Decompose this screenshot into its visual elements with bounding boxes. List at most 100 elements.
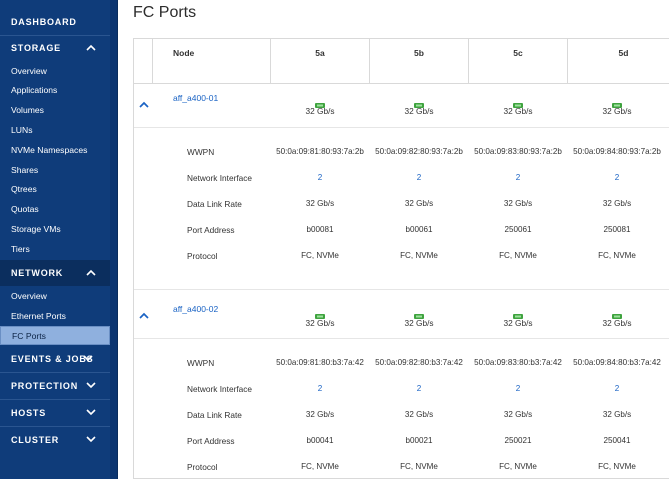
port-address-value: b00061	[405, 225, 433, 234]
wwpn-value: 50:0a:09:83:80:b3:7a:42	[474, 358, 562, 367]
collapse-row-icon[interactable]	[139, 306, 149, 319]
wwpn-value: 50:0a:09:81:80:93:7a:2b	[276, 147, 364, 156]
column-header-5b[interactable]: 5b	[370, 39, 469, 84]
port-speed: 32 Gb/s	[305, 318, 335, 328]
port-address-value: 250061	[504, 225, 532, 234]
network-interface-link[interactable]: 2	[614, 173, 620, 182]
wwpn-value: 50:0a:09:83:80:93:7a:2b	[474, 147, 562, 156]
port-status-icon	[611, 307, 623, 319]
nav-storage-applications[interactable]: Applications	[11, 85, 58, 95]
protocol-value: FC, NVMe	[598, 462, 636, 471]
protocol-value: FC, NVMe	[400, 462, 438, 471]
protocol-value: FC, NVMe	[499, 251, 537, 260]
chevron-down-icon	[86, 427, 96, 453]
column-header-node[interactable]: Node	[153, 39, 271, 84]
nav-section-hosts[interactable]: HOSTS	[0, 400, 110, 426]
network-interface-link[interactable]: 2	[515, 173, 521, 182]
nav-network-ethernet-ports[interactable]: Ethernet Ports	[11, 311, 66, 321]
column-header-5a[interactable]: 5a	[271, 39, 370, 84]
nav-storage-overview[interactable]: Overview	[11, 66, 47, 76]
protocol-value: FC, NVMe	[400, 251, 438, 260]
wwpn-value: 50:0a:09:81:80:b3:7a:42	[276, 358, 364, 367]
sidebar: DASHBOARD STORAGE Overview Applications …	[0, 0, 118, 479]
divider	[0, 35, 110, 36]
network-interface-link[interactable]: 2	[416, 384, 422, 393]
data-link-rate-value: 32 Gb/s	[305, 199, 335, 208]
data-link-rate-value: 32 Gb/s	[404, 199, 434, 208]
nav-storage-nvme-namespaces[interactable]: NVMe Namespaces	[11, 145, 88, 155]
data-link-rate-value: 32 Gb/s	[602, 410, 632, 419]
protocol-value: FC, NVMe	[301, 251, 339, 260]
chevron-up-icon	[86, 35, 96, 61]
nav-storage-storage-vms[interactable]: Storage VMs	[11, 224, 61, 234]
port-speed: 32 Gb/s	[305, 106, 335, 116]
detail-label-protocol: Protocol	[187, 462, 218, 472]
column-header-5d[interactable]: 5d	[618, 48, 629, 58]
protocol-value: FC, NVMe	[301, 462, 339, 471]
page-title: FC Ports	[133, 4, 197, 21]
network-interface-link[interactable]: 2	[317, 173, 323, 182]
wwpn-value: 50:0a:09:84:80:b3:7a:42	[573, 358, 661, 367]
nav-storage-volumes[interactable]: Volumes	[11, 105, 44, 115]
port-address-value: b00081	[306, 225, 334, 234]
data-link-rate-value: 32 Gb/s	[503, 410, 533, 419]
data-link-rate-value: 32 Gb/s	[602, 199, 632, 208]
network-interface-link[interactable]: 2	[416, 173, 422, 182]
detail-label-data-link-rate: Data Link Rate	[187, 410, 242, 420]
row-divider	[134, 338, 669, 339]
nav-section-label: NETWORK	[11, 268, 64, 278]
collapse-row-icon[interactable]	[139, 95, 149, 108]
nav-storage-luns[interactable]: LUNs	[11, 125, 33, 135]
node-link[interactable]: aff_a400-01	[173, 93, 219, 103]
wwpn-value: 50:0a:09:82:80:b3:7a:42	[375, 358, 463, 367]
column-header-5c[interactable]: 5c	[469, 39, 568, 84]
nav-section-storage[interactable]: STORAGE	[0, 35, 110, 61]
data-link-rate-value: 32 Gb/s	[503, 199, 533, 208]
port-status-icon	[512, 96, 524, 108]
nav-section-events-jobs[interactable]: EVENTS & JOBS	[0, 346, 110, 372]
detail-label-port-address: Port Address	[187, 436, 235, 446]
port-speed: 32 Gb/s	[404, 318, 434, 328]
fc-ports-table: Node 5a 5b 5c 5d aff_a400-01 32 Gb/s 32 …	[133, 38, 669, 479]
network-interface-link[interactable]: 2	[317, 384, 323, 393]
row-divider	[134, 289, 669, 290]
nav-section-network[interactable]: NETWORK	[0, 260, 110, 286]
detail-label-port-address: Port Address	[187, 225, 235, 235]
network-interface-link[interactable]: 2	[614, 384, 620, 393]
port-speed: 32 Gb/s	[404, 106, 434, 116]
network-interface-link[interactable]: 2	[515, 384, 521, 393]
nav-dashboard[interactable]: DASHBOARD	[11, 17, 77, 27]
row-divider	[134, 127, 669, 128]
data-link-rate-value: 32 Gb/s	[305, 410, 335, 419]
chevron-down-icon	[86, 373, 96, 399]
nav-section-protection[interactable]: PROTECTION	[0, 373, 110, 399]
nav-section-label: HOSTS	[11, 408, 47, 418]
nav-section-label: EVENTS & JOBS	[11, 354, 94, 364]
chevron-down-icon	[83, 346, 93, 372]
detail-label-wwpn: WWPN	[187, 358, 215, 368]
port-address-value: 250041	[603, 436, 631, 445]
detail-label-wwpn: WWPN	[187, 147, 215, 157]
nav-storage-tiers[interactable]: Tiers	[11, 244, 30, 254]
divider	[0, 372, 110, 373]
port-speed: 32 Gb/s	[503, 318, 533, 328]
port-status-icon	[413, 96, 425, 108]
port-address-value: b00021	[405, 436, 433, 445]
nav-network-overview[interactable]: Overview	[11, 291, 47, 301]
nav-storage-quotas[interactable]: Quotas	[11, 204, 39, 214]
wwpn-value: 50:0a:09:82:80:93:7a:2b	[375, 147, 463, 156]
nav-section-label: PROTECTION	[11, 381, 79, 391]
port-status-icon	[314, 96, 326, 108]
nav-storage-shares[interactable]: Shares	[11, 165, 39, 175]
nav-storage-qtrees[interactable]: Qtrees	[11, 184, 37, 194]
nav-section-cluster[interactable]: CLUSTER	[0, 427, 110, 453]
divider	[0, 426, 110, 427]
data-link-rate-value: 32 Gb/s	[404, 410, 434, 419]
detail-label-network-interface: Network Interface	[187, 384, 253, 394]
nav-network-fc-ports[interactable]: FC Ports	[0, 326, 110, 345]
node-link[interactable]: aff_a400-02	[173, 304, 219, 314]
nav-section-label: STORAGE	[11, 43, 61, 53]
detail-label-network-interface: Network Interface	[187, 173, 253, 183]
sidebar-edge	[110, 0, 117, 479]
port-address-value: 250081	[603, 225, 631, 234]
